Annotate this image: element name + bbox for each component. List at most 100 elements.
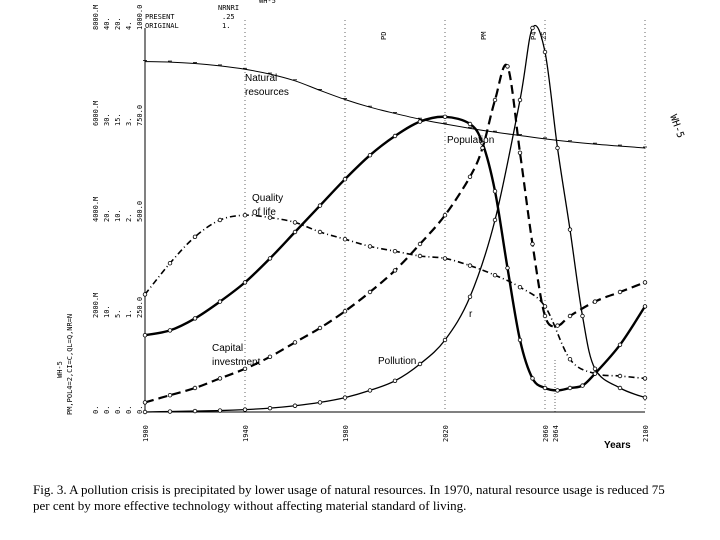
label-years: Years [604,440,631,451]
point-population-2 [192,316,198,321]
y-tick-2-0: 4000.M [92,197,100,222]
point-population-0 [142,333,148,338]
label-capital-investment-1: Capital [212,343,243,354]
point-population-9 [367,152,373,158]
point-pollution-13 [467,294,473,299]
point-quality-of-life-5 [267,215,273,220]
side-switch-code: PM,POL4=2,CI=C,QL=Q,NR=N [66,314,74,415]
point-capital-investment-14 [480,145,485,151]
point-capital-investment-5 [267,354,273,359]
point-pollution-11 [417,361,423,367]
point-capital-investment-2 [192,385,198,391]
point-capital-investment-4 [242,366,248,371]
point-capital-investment-0 [142,400,148,405]
point-pollution-2 [192,408,198,414]
y-tick-0-1: 0. [103,406,111,414]
point-quality-of-life-9 [367,244,373,249]
point-population-7 [317,203,323,208]
series-line-natural-resources [144,61,646,149]
header-original-value: 1. [222,22,230,30]
point-quality-of-life-18 [592,371,598,376]
y-tick-3-1: 30. [103,113,111,126]
point-population-22 [580,383,585,388]
point-quality-of-life-6 [292,220,298,225]
header-original-label: ORIGINAL [145,22,179,30]
point-population-16 [505,265,510,271]
y-tick-2-1: 20. [103,209,111,222]
point-pollution-1 [167,409,173,414]
point-population-10 [392,133,398,139]
y-tick-3-3: 3. [125,118,133,126]
point-capital-investment-9 [367,289,373,295]
point-pollution-14 [492,217,498,223]
header-top-label: NRNRI [218,4,239,12]
point-quality-of-life-0 [142,292,148,297]
point-population-3 [217,299,223,304]
marker-P4: P4 [530,32,538,40]
point-quality-of-life-13 [467,263,473,268]
x-tick-1940: 1940 [242,425,250,442]
point-capital-investment-23 [617,289,623,295]
point-pollution-12 [442,337,448,343]
x-tick-2064: 2064 [552,425,560,442]
point-quality-of-life-15 [517,285,523,290]
point-quality-of-life-10 [392,248,398,254]
point-quality-of-life-11 [417,253,423,259]
y-tick-4-2: 20. [114,17,122,30]
point-population-11 [417,119,423,124]
point-capital-investment-10 [392,268,398,273]
point-capital-investment-22 [592,299,598,304]
y-tick-0-0: 0. [92,406,100,414]
point-capital-investment-6 [292,340,298,345]
point-pollution-6 [292,403,298,408]
series-lines [142,24,648,415]
point-population-25 [642,304,648,309]
point-capital-investment-13 [467,174,473,179]
y-tick-0-4: 0. [136,406,144,414]
point-pollution-18 [555,145,560,151]
point-population-4 [242,280,248,285]
point-population-17 [517,337,523,343]
y-tick-1-1: 10. [103,305,111,318]
x-tick-1980: 1980 [342,425,350,442]
point-pollution-21 [592,366,598,371]
point-quality-of-life-14 [492,273,498,278]
point-capital-investment-18 [530,241,535,247]
x-tick-1900: 1900 [142,425,150,442]
point-quality-of-life-7 [317,229,323,235]
header-run-code: WH-5 [259,0,276,5]
point-capital-investment-7 [317,325,323,331]
point-population-6 [292,229,298,235]
point-pollution-17 [542,49,548,55]
marker-PM: PM [480,32,488,40]
point-population-19 [542,385,548,391]
y-tick-0-3: 0. [125,406,133,414]
label-pollution: Pollution [378,356,416,367]
point-quality-of-life-19 [617,373,623,379]
point-population-5 [267,256,273,261]
point-quality-of-life-4 [242,212,248,218]
point-capital-investment-15 [492,97,498,103]
point-pollution-23 [642,395,648,400]
corner-run-code: WH-5 [667,113,686,139]
point-quality-of-life-16 [542,304,548,309]
side-run-code: WH-5 [56,361,64,378]
point-capital-investment-11 [417,241,423,247]
point-pollution-15 [517,97,523,103]
point-pollution-10 [392,378,398,383]
y-tick-1-2: 5. [114,310,122,318]
point-pollution-3 [217,408,223,413]
point-population-12 [442,114,448,119]
label-quality-of-life-2: of life [252,207,276,218]
y-tick-4-4: 1000.0 [136,5,144,30]
event-markers: PD PM P4 2S [380,32,548,40]
point-population-18 [530,376,535,381]
y-tick-3-2: 15. [114,113,122,126]
point-capital-investment-3 [217,376,223,381]
y-tick-4-1: 40. [103,17,111,30]
point-pollution-5 [267,405,273,411]
y-tick-3-4: 750.0 [136,105,144,126]
point-quality-of-life-20 [642,376,648,381]
